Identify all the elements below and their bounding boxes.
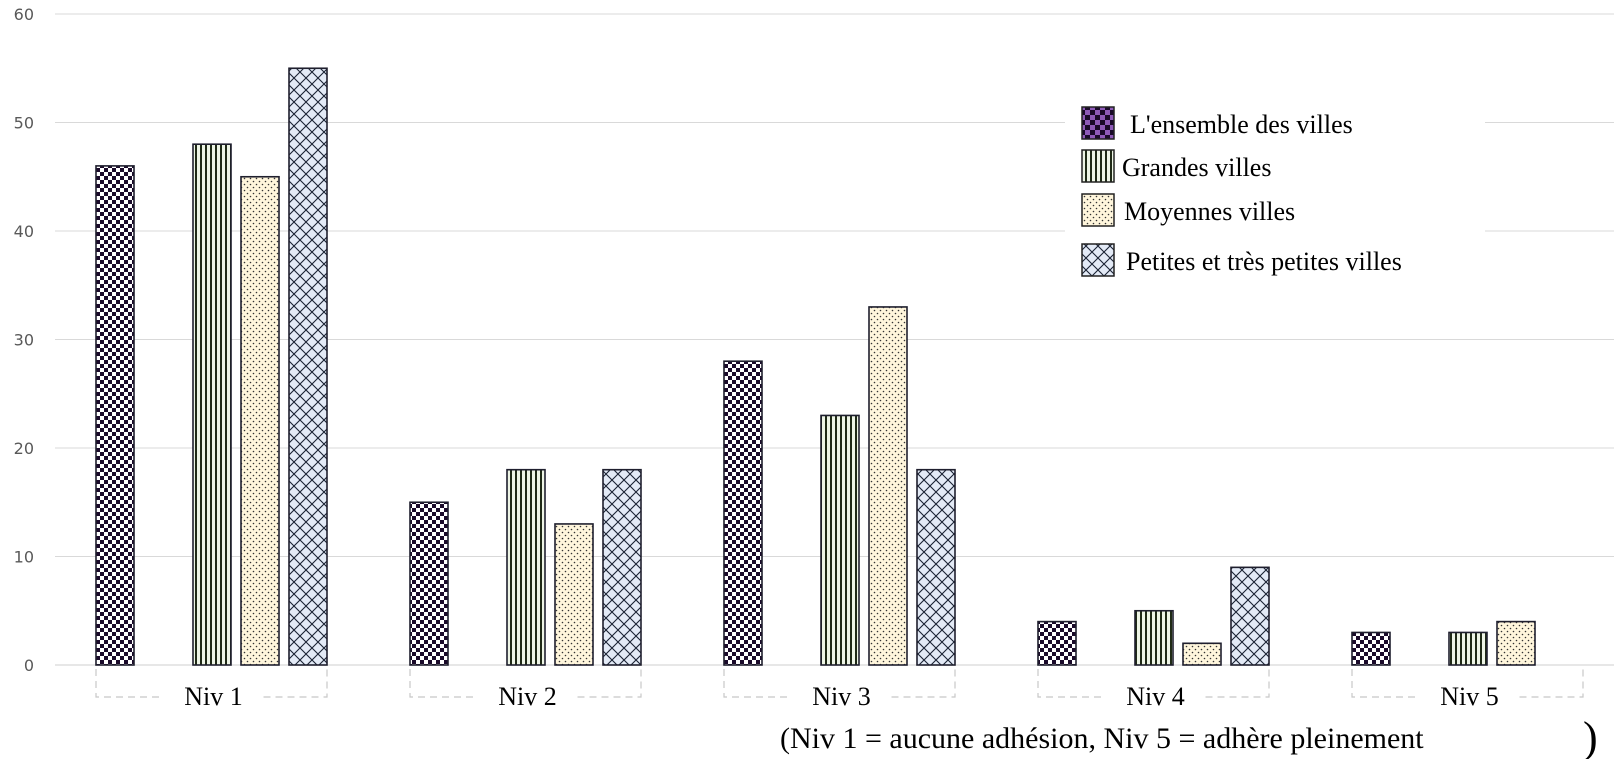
category-label: Niv 1 <box>184 682 243 711</box>
y-axis-ticks: 0 10 20 30 40 50 60 <box>14 5 34 675</box>
footnote: (Niv 1 = aucune adhésion, Niv 5 = adhère… <box>780 722 1424 755</box>
bars <box>95 67 1536 666</box>
category-bracket <box>1351 669 1584 698</box>
legend-label: Petites et très petites villes <box>1126 247 1402 276</box>
y-tick-label: 0 <box>24 656 34 675</box>
category-labels: Niv 1 Niv 2 Niv 3 Niv 4 Niv 5 <box>95 669 1584 711</box>
legend-swatch-checker <box>1081 106 1115 140</box>
y-tick-label: 30 <box>14 331 34 350</box>
category-bracket <box>1037 669 1270 698</box>
bar-vertical-lines-niv-5 <box>1448 631 1488 666</box>
legend-swatch-vertical-lines <box>1081 149 1115 183</box>
legend-label: Grandes villes <box>1122 153 1271 182</box>
category-label: Niv 4 <box>1126 682 1185 711</box>
footnote-close-paren: ) <box>1583 713 1598 759</box>
legend-swatch-dots <box>1081 193 1115 227</box>
legend-swatch-crosshatch <box>1081 243 1115 277</box>
bar-checker-niv-5 <box>1351 631 1391 666</box>
category-bracket <box>409 669 642 698</box>
category-bracket <box>723 669 956 698</box>
category-label: Niv 2 <box>498 682 557 711</box>
bar-vertical-lines-niv-1 <box>192 143 232 666</box>
y-tick-label: 20 <box>14 439 34 458</box>
y-tick-label: 10 <box>14 548 34 567</box>
bar-crosshatch-niv-1 <box>288 67 328 666</box>
category-label: Niv 5 <box>1440 682 1499 711</box>
bar-checker-niv-1 <box>95 165 135 666</box>
bar-crosshatch-niv-2 <box>602 468 642 666</box>
bar-dots-niv-4 <box>1182 642 1222 666</box>
legend: L'ensemble des villes Grandes villes Moyen… <box>1065 95 1485 285</box>
bar-vertical-lines-niv-3 <box>820 414 860 666</box>
bar-checker-niv-4 <box>1037 620 1077 666</box>
bar-dots-niv-2 <box>554 523 594 666</box>
bar-checker-niv-3 <box>723 360 763 666</box>
y-tick-label: 40 <box>14 222 34 241</box>
bar-dots-niv-5 <box>1496 620 1536 666</box>
y-tick-label: 50 <box>14 114 34 133</box>
category-bracket <box>95 669 328 698</box>
legend-label: Moyennes villes <box>1124 197 1295 226</box>
bar-vertical-lines-niv-2 <box>506 468 546 666</box>
bar-crosshatch-niv-4 <box>1230 566 1270 666</box>
bar-crosshatch-niv-3 <box>916 468 956 666</box>
category-label: Niv 3 <box>812 682 871 711</box>
legend-background <box>1065 95 1485 285</box>
bar-vertical-lines-niv-4 <box>1134 609 1174 666</box>
bar-dots-niv-1 <box>240 175 280 666</box>
y-tick-label: 60 <box>14 5 34 24</box>
bar-checker-niv-2 <box>409 501 449 666</box>
bar-dots-niv-3 <box>868 306 908 666</box>
legend-label: L'ensemble des villes <box>1130 110 1353 139</box>
